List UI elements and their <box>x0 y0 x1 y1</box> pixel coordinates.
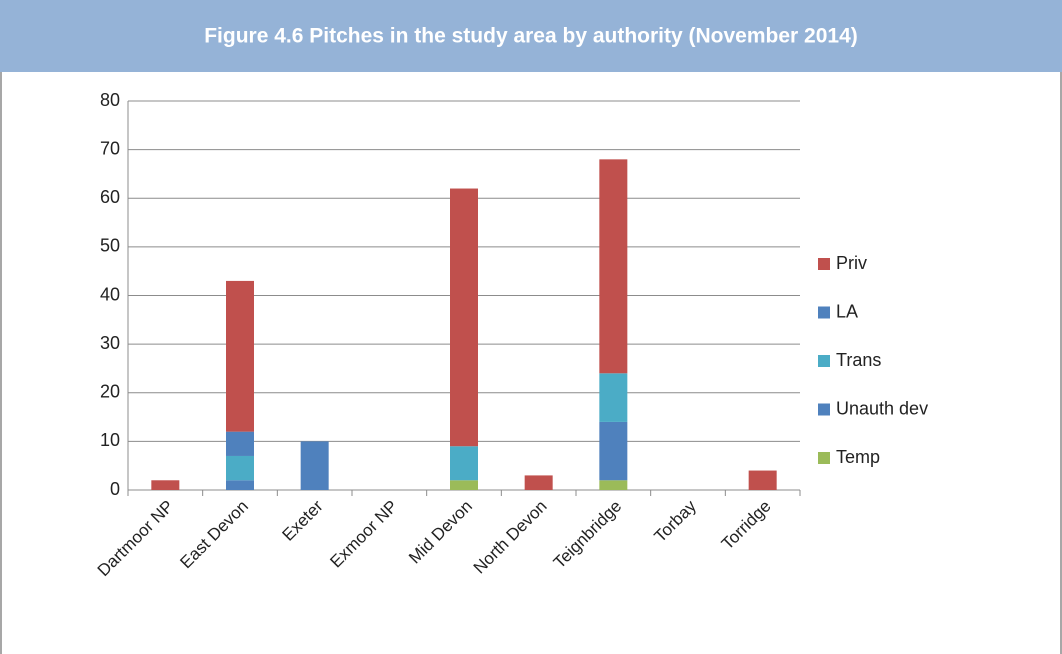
x-tick-label: Torridge <box>718 497 775 554</box>
bar-segment <box>450 446 478 481</box>
y-tick-label: 20 <box>100 382 120 402</box>
legend-swatch <box>818 258 830 270</box>
legend-label: LA <box>836 301 858 321</box>
y-tick-label: 10 <box>100 430 120 450</box>
bar-segment <box>450 188 478 447</box>
x-tick-label: Exmoor NP <box>326 497 401 572</box>
y-tick-label: 60 <box>100 187 120 207</box>
legend-label: Priv <box>836 253 867 273</box>
y-tick-label: 80 <box>100 90 120 110</box>
chart-title: Figure 4.6 Pitches in the study area by … <box>204 25 858 48</box>
legend-label: Unauth dev <box>836 398 928 418</box>
bar-segment <box>599 421 628 481</box>
bar-segment <box>300 441 329 490</box>
x-tick-label: East Devon <box>176 497 252 573</box>
bar-segment <box>226 431 254 456</box>
x-tick-label: Torbay <box>650 496 700 546</box>
bar-segment <box>599 159 628 374</box>
x-tick-label: Dartmoor NP <box>94 497 178 581</box>
y-tick-label: 0 <box>110 479 120 499</box>
legend-swatch <box>818 355 830 367</box>
x-tick-label: North Devon <box>470 497 551 578</box>
y-tick-label: 30 <box>100 333 120 353</box>
legend-swatch <box>818 306 830 319</box>
bar-segment <box>450 480 478 490</box>
bar-segment <box>226 480 254 490</box>
x-tick-label: Exeter <box>278 496 326 544</box>
bar-segment <box>599 373 628 422</box>
bar-segment <box>748 470 777 490</box>
bar-segment <box>226 280 254 432</box>
x-tick-label: Mid Devon <box>405 497 476 568</box>
legend-label: Temp <box>836 447 880 467</box>
x-tick-label: Teignbridge <box>550 497 626 573</box>
bar-segment <box>226 455 254 481</box>
y-tick-label: 70 <box>100 138 120 158</box>
bar-segment <box>524 475 553 490</box>
legend-swatch <box>818 403 830 416</box>
legend-swatch <box>818 452 830 464</box>
bar-segment <box>599 480 628 490</box>
bar-segment <box>151 480 180 490</box>
y-tick-label: 40 <box>100 284 120 304</box>
header-bar <box>0 0 1062 72</box>
legend-label: Trans <box>836 350 881 370</box>
y-tick-label: 50 <box>100 236 120 256</box>
